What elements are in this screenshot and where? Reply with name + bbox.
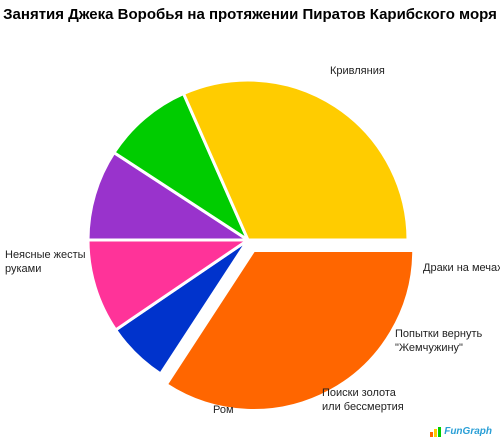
slice-label-1: Драки на мечах bbox=[423, 262, 500, 274]
chart-title: Занятия Джека Воробья на протяжении Пира… bbox=[3, 6, 497, 23]
watermark-text: FunGraph bbox=[444, 426, 492, 437]
slice-label-2: Попытки вернуть "Жемчужину" bbox=[395, 328, 483, 354]
pie-slice-0 bbox=[164, 249, 416, 413]
pie-slice-2 bbox=[86, 238, 253, 333]
pie-slice-3 bbox=[86, 150, 254, 242]
fungraph-logo: FunGraph bbox=[430, 426, 492, 437]
slice-label-5: Неясные жесты руками bbox=[5, 249, 86, 275]
pie-slice-5 bbox=[181, 78, 410, 242]
slice-label-3: Поиски золота или бессмертия bbox=[322, 387, 404, 413]
pie-slice-4 bbox=[111, 91, 252, 245]
bar-chart-icon bbox=[430, 426, 442, 437]
slice-label-4: Ром bbox=[213, 404, 234, 416]
slice-label-0: Кривляния bbox=[330, 65, 385, 77]
